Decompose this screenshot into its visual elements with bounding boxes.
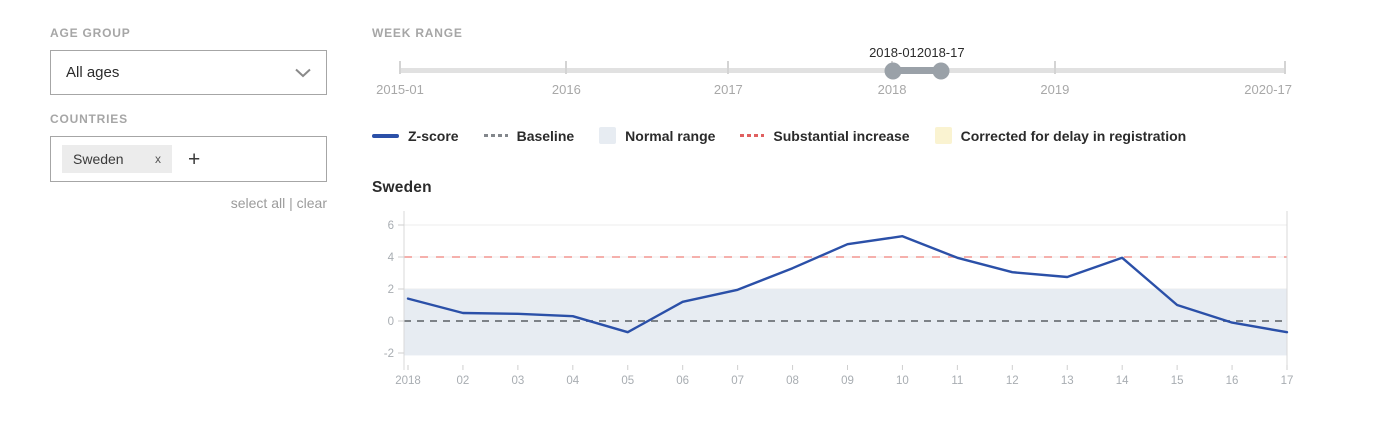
slider-axis-label: 2019 [1040,82,1070,97]
add-country-button[interactable]: + [188,147,201,171]
svg-text:13: 13 [1061,375,1074,387]
svg-text:6: 6 [388,220,394,232]
svg-text:05: 05 [621,375,634,387]
countries-multiselect[interactable]: Sweden x + [50,136,327,182]
svg-text:-2: -2 [384,348,394,360]
chevron-down-icon [295,68,311,78]
legend-swatch [934,127,952,144]
svg-text:04: 04 [566,375,579,387]
slider-axis-label: 2020-17 [1244,82,1292,97]
legend-label: Normal range [625,127,716,144]
chart-legend: Z-score Baseline Normal range Substantial i… [372,127,1186,144]
slider-tick [727,61,730,74]
svg-text:2018: 2018 [395,375,421,387]
slider-handle-label-start: 2018-01 [868,45,918,60]
select-all-link[interactable]: select all [230,195,286,211]
week-range-label: WEEK RANGE [372,26,463,40]
svg-text:17: 17 [1281,375,1293,387]
svg-text:06: 06 [676,375,689,387]
slider-tick [399,61,401,74]
legend-swatch [599,127,617,144]
slider-axis-label: 2018 [877,82,907,97]
slider-selected-range[interactable] [892,67,941,74]
legend-label: Baseline [516,127,575,144]
week-range-handle-end[interactable] [932,62,950,79]
svg-text:4: 4 [388,252,395,264]
legend-item-normal-range: Normal range [599,127,715,144]
age-group-select[interactable]: All ages [50,50,327,95]
svg-text:02: 02 [457,375,470,387]
legend-label: Corrected for delay in registration [960,127,1187,144]
clear-link[interactable]: clear [296,195,327,211]
age-group-value: All ages [66,64,120,81]
svg-text:0: 0 [388,316,394,328]
slider-track[interactable] [400,68,1285,73]
legend-item-corrected-for-delay-in-registration: Corrected for delay in registration [934,127,1187,144]
legend-item-baseline: Baseline [483,127,575,144]
svg-text:16: 16 [1226,375,1239,387]
slider-tick [1284,61,1286,74]
legend-swatch [740,134,765,137]
countries-actions: select all | clear [50,195,327,211]
legend-label: Z-score [408,127,459,144]
svg-text:11: 11 [951,375,963,387]
slider-handle-label-end: 2018-17 [915,45,966,60]
legend-item-substantial-increase: Substantial increase [740,127,910,144]
svg-text:12: 12 [1006,375,1019,387]
link-separator: | [289,195,293,211]
remove-country-icon[interactable]: x [155,152,161,166]
country-chip-label: Sweden [73,151,124,167]
svg-text:09: 09 [841,375,854,387]
svg-text:14: 14 [1116,375,1129,387]
svg-text:10: 10 [896,375,909,387]
slider-axis-label: 2016 [551,82,581,97]
filters-sidebar: AGE GROUP All ages COUNTRIES Sweden x + … [50,26,327,211]
legend-item-z-score: Z-score [372,128,459,144]
legend-swatch [372,133,399,138]
week-range-slider[interactable]: 2015-01 2016 2017 2018 2019 2020-17 2018-01 201… [376,44,1292,102]
country-chip-sweden: Sweden x [62,145,172,173]
slider-axis-label: 2017 [713,82,743,97]
slider-axis-label: 2015-01 [376,82,424,97]
svg-text:2: 2 [388,284,394,296]
svg-text:03: 03 [511,375,524,387]
legend-label: Substantial increase [773,127,910,144]
week-range-handle-start[interactable] [884,62,902,79]
legend-swatch [483,134,508,137]
svg-text:07: 07 [731,375,744,387]
slider-tick [1053,61,1056,74]
zscore-chart: -2 0 2 4 6 2018 02 03 04 05 06 07 08 09 10 11 12 13 14 15 16… [368,203,1293,398]
svg-text:08: 08 [786,375,799,387]
age-group-label: AGE GROUP [50,26,131,40]
slider-tick [565,61,568,74]
chart-title: Sweden [372,179,432,196]
svg-text:15: 15 [1171,375,1184,387]
countries-label: COUNTRIES [50,112,128,126]
